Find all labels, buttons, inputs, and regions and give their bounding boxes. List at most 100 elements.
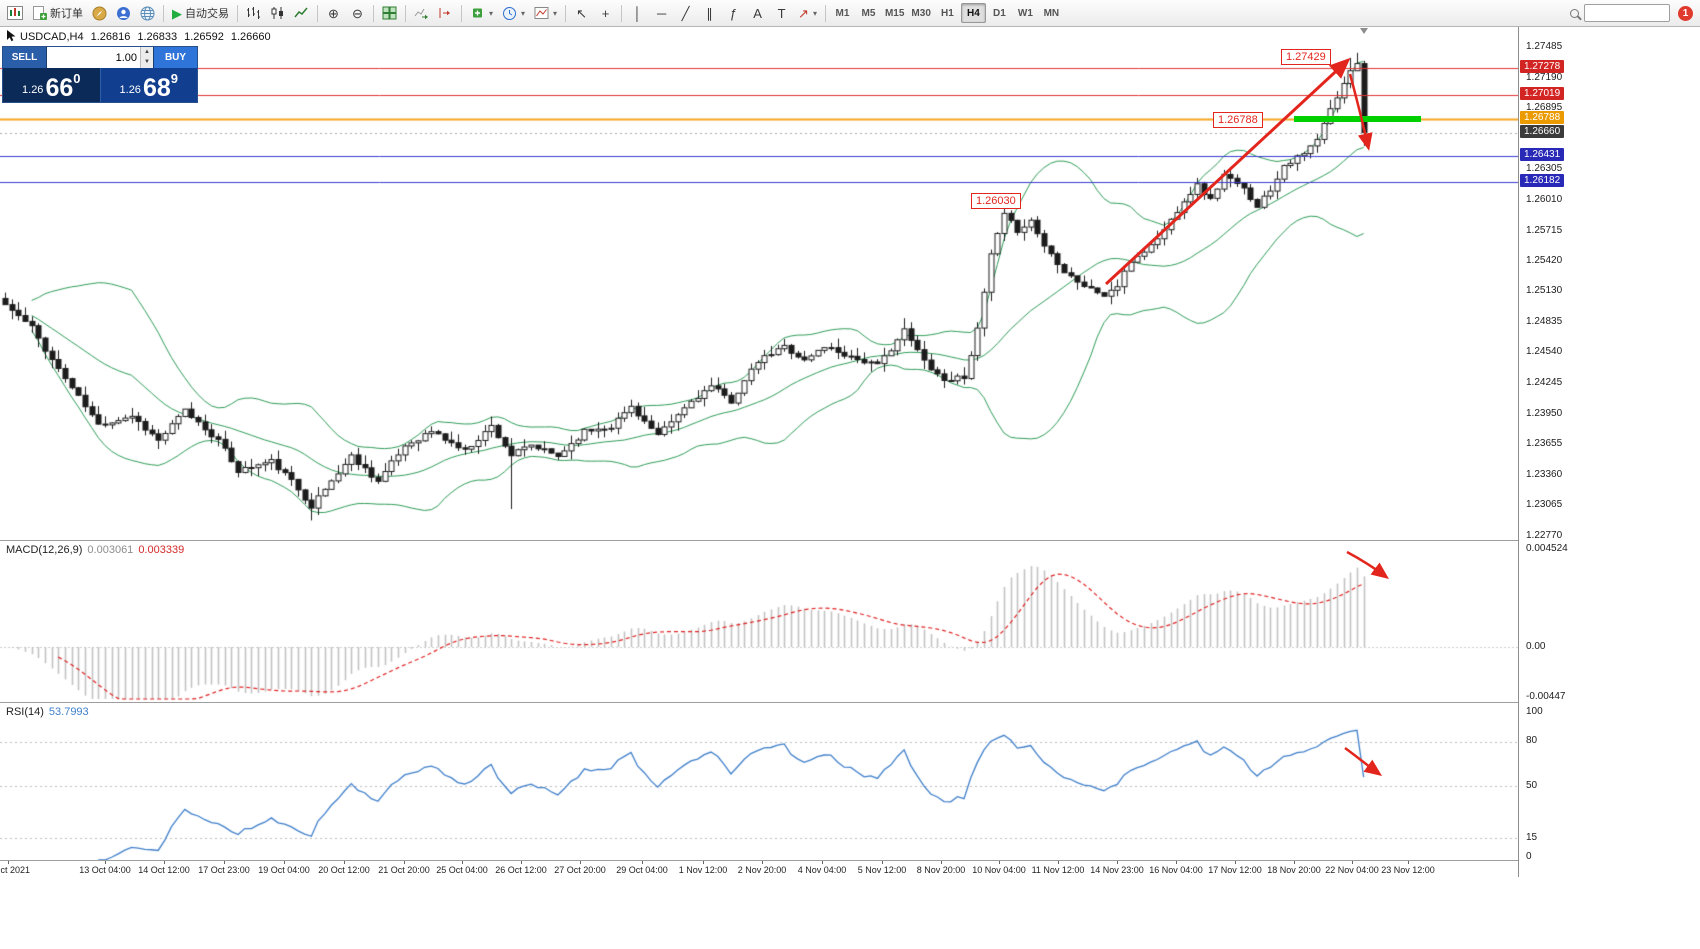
arrow-icon: ↗ bbox=[798, 5, 809, 21]
line-chart-icon bbox=[294, 7, 308, 18]
globe-icon[interactable] bbox=[136, 2, 159, 24]
zoom-out-button[interactable]: ⊖ bbox=[346, 2, 369, 24]
channel-tool-button[interactable]: ∥ bbox=[698, 2, 721, 24]
macd-indicator-canvas[interactable] bbox=[0, 541, 1518, 701]
chart-candles-button[interactable] bbox=[266, 2, 289, 24]
rsi-indicator-canvas[interactable] bbox=[0, 703, 1518, 860]
chart-bars-button[interactable] bbox=[242, 2, 265, 24]
timeframe-button-m15[interactable]: M15 bbox=[882, 3, 907, 23]
fibonacci-tool-button[interactable]: ƒ bbox=[722, 2, 745, 24]
price-tick-label: 1.24245 bbox=[1526, 377, 1563, 389]
volume-up-button[interactable]: ▲ bbox=[141, 47, 153, 58]
date-tick bbox=[1235, 861, 1236, 864]
buy-button[interactable]: BUY bbox=[153, 47, 197, 68]
panel-separator[interactable] bbox=[0, 540, 1700, 541]
symbol-period-label: USDCAD,H4 bbox=[20, 31, 84, 43]
zoom-in-button[interactable]: ⊕ bbox=[322, 2, 345, 24]
date-tick bbox=[1294, 861, 1295, 864]
date-axis[interactable]: 1 Oct 2021 13 Oct 04:00 14 Oct 12:00 17 Oct… bbox=[0, 861, 1518, 878]
indicator-axis-label: 0 bbox=[1526, 851, 1532, 862]
price-marker: 1.26182 bbox=[1520, 174, 1565, 188]
date-tick bbox=[1352, 861, 1353, 864]
trendline-tool-button[interactable]: ╱ bbox=[674, 2, 697, 24]
timeframe-button-m30[interactable]: M30 bbox=[908, 3, 933, 23]
date-label: 1 Oct 2021 bbox=[0, 865, 31, 875]
buy-price-display[interactable]: 1.26 68 9 bbox=[100, 68, 197, 102]
price-chart-canvas[interactable] bbox=[0, 27, 1518, 540]
macd-label: MACD(12,26,9) 0.003061 0.003339 bbox=[6, 544, 184, 556]
indicator-axis-label: 80 bbox=[1526, 735, 1538, 746]
date-label: 21 Oct 20:00 bbox=[378, 865, 430, 875]
crosshair-icon: + bbox=[601, 5, 610, 21]
compass-icon[interactable] bbox=[88, 2, 111, 24]
indicator-axis-label: 0.004524 bbox=[1526, 543, 1568, 554]
chart-window-icon[interactable] bbox=[3, 2, 27, 24]
toolbar-separator bbox=[621, 4, 623, 22]
horizontal-line-tool-button[interactable]: ─ bbox=[650, 2, 673, 24]
price-marker: 1.26660 bbox=[1520, 124, 1565, 138]
new-order-button[interactable]: 新订单 bbox=[28, 2, 87, 24]
channel-icon: ∥ bbox=[706, 5, 713, 21]
price-annotation-label[interactable]: 1.26788 bbox=[1213, 112, 1263, 128]
price-tick-label: 1.26895 bbox=[1526, 102, 1563, 114]
play-icon: ▶ bbox=[172, 5, 182, 21]
timeframe-button-m1[interactable]: M1 bbox=[830, 3, 855, 23]
toolbar-separator bbox=[565, 4, 567, 22]
indicators-button[interactable]: ▾ bbox=[466, 2, 497, 24]
sell-price-display[interactable]: 1.26 66 0 bbox=[3, 68, 101, 102]
timeframe-button-d1[interactable]: D1 bbox=[987, 3, 1012, 23]
sell-button[interactable]: SELL bbox=[3, 47, 47, 68]
periods-button[interactable]: ▾ bbox=[498, 2, 529, 24]
crosshair-tool-button[interactable]: + bbox=[594, 2, 617, 24]
rsi-name: RSI(14) bbox=[6, 706, 44, 718]
date-tick bbox=[999, 861, 1000, 864]
toolbar-separator bbox=[317, 4, 318, 22]
toolbar-separator bbox=[405, 4, 406, 22]
date-tick bbox=[284, 861, 285, 864]
indicator-axis-label: 0.00 bbox=[1526, 641, 1546, 652]
auto-scroll-button[interactable] bbox=[410, 2, 433, 24]
vertical-line-tool-button[interactable]: │ bbox=[626, 2, 649, 24]
price-marker: 1.26788 bbox=[1520, 111, 1565, 125]
timeframe-button-h1[interactable]: H1 bbox=[935, 3, 960, 23]
search-input[interactable] bbox=[1584, 4, 1670, 22]
arrows-tool-button[interactable]: ↗ ▾ bbox=[794, 2, 821, 24]
date-label: 1 Nov 12:00 bbox=[678, 865, 728, 875]
date-tick bbox=[105, 861, 106, 864]
price-axis[interactable]: 1.27485 1.27190 1.26895 1.26305 1.26010 1.257… bbox=[1519, 27, 1700, 877]
price-tick-label: 1.22770 bbox=[1526, 529, 1563, 541]
toolbar-separator bbox=[237, 4, 238, 22]
main-toolbar: 新订单 ▶ 自动交易 ⊕ ⊖ ▾ ▾ ▾ bbox=[0, 0, 1700, 27]
search-icon bbox=[1570, 8, 1579, 18]
macd-signal-value: 0.003339 bbox=[138, 544, 185, 556]
volume-input[interactable] bbox=[47, 47, 140, 68]
community-icon[interactable] bbox=[112, 2, 135, 24]
autotrading-button[interactable]: ▶ 自动交易 bbox=[168, 2, 233, 24]
templates-button[interactable]: ▾ bbox=[530, 2, 561, 24]
timeframe-button-w1[interactable]: W1 bbox=[1013, 3, 1038, 23]
timeframe-button-h4[interactable]: H4 bbox=[960, 3, 986, 23]
notification-badge[interactable]: 1 bbox=[1678, 5, 1693, 21]
indicator-axis-label: -0.00447 bbox=[1526, 691, 1566, 702]
rsi-label: RSI(14) 53.7993 bbox=[6, 706, 89, 718]
indicator-axis-label: 50 bbox=[1526, 780, 1538, 791]
dropdown-icon: ▾ bbox=[521, 8, 526, 18]
panel-separator[interactable] bbox=[0, 702, 1700, 703]
timeframe-button-m5[interactable]: M5 bbox=[856, 3, 881, 23]
price-annotation-label[interactable]: 1.26030 bbox=[971, 193, 1021, 209]
toolbar-separator bbox=[461, 4, 462, 22]
date-label: 10 Nov 04:00 bbox=[972, 865, 1026, 875]
volume-down-button[interactable]: ▼ bbox=[141, 57, 153, 68]
price-annotation-label[interactable]: 1.27429 bbox=[1281, 49, 1331, 65]
date-tick bbox=[822, 861, 823, 864]
autotrading-label: 自动交易 bbox=[185, 8, 229, 20]
chart-shift-button[interactable] bbox=[434, 2, 457, 24]
date-label: 16 Nov 04:00 bbox=[1149, 865, 1203, 875]
tile-windows-button[interactable] bbox=[378, 2, 401, 24]
zoom-out-icon: ⊖ bbox=[352, 5, 363, 21]
cursor-tool-button[interactable]: ↖ bbox=[570, 2, 593, 24]
label-tool-button[interactable]: T bbox=[770, 2, 793, 24]
timeframe-button-mn[interactable]: MN bbox=[1039, 3, 1064, 23]
chart-line-button[interactable] bbox=[290, 2, 313, 24]
text-tool-button[interactable]: A bbox=[746, 2, 769, 24]
